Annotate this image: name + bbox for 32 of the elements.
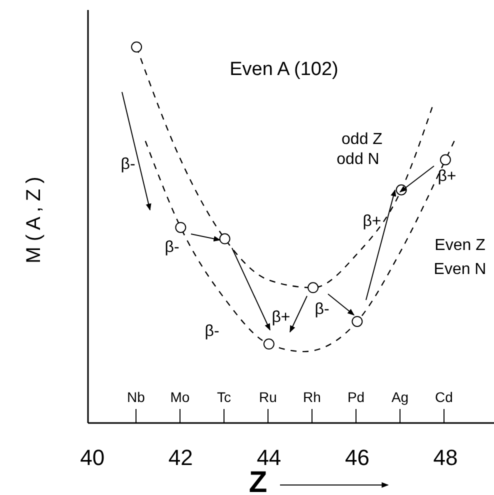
annotation: Nb bbox=[127, 389, 146, 405]
annotation: β+ bbox=[362, 213, 382, 230]
x-tick-label: 46 bbox=[344, 445, 370, 470]
annotation: Tc bbox=[217, 389, 231, 405]
annotation: Ag bbox=[391, 389, 409, 405]
annotation: β- bbox=[164, 239, 180, 256]
annotation: odd Z bbox=[342, 131, 383, 148]
annotation: β- bbox=[120, 156, 136, 174]
point bbox=[131, 42, 142, 52]
annotation: β+ bbox=[438, 168, 456, 186]
annotation: Pd bbox=[347, 389, 365, 405]
x-tick-label: 40 bbox=[80, 445, 105, 470]
annotation: Mo bbox=[170, 389, 190, 405]
annotation: Even N bbox=[434, 261, 486, 278]
point bbox=[440, 154, 451, 166]
annotation: odd N bbox=[336, 151, 380, 168]
point bbox=[175, 222, 186, 233]
point bbox=[352, 316, 363, 327]
annotation: β- bbox=[204, 323, 220, 340]
text: Even A (102) bbox=[230, 59, 338, 80]
annotation: Even Z bbox=[434, 237, 486, 254]
annotation: β+ bbox=[272, 309, 290, 326]
annotation: β- bbox=[314, 301, 330, 318]
point bbox=[219, 233, 230, 244]
annotation: Ru bbox=[259, 389, 277, 405]
x-tick-label: 48 bbox=[433, 445, 458, 470]
point bbox=[308, 282, 319, 294]
annotation: Rh bbox=[303, 389, 321, 405]
annotation: Cd bbox=[435, 389, 453, 405]
x-tick-label: 42 bbox=[168, 445, 193, 470]
y-axis-title: M ( A , Z ) bbox=[23, 176, 45, 264]
point bbox=[263, 338, 274, 350]
